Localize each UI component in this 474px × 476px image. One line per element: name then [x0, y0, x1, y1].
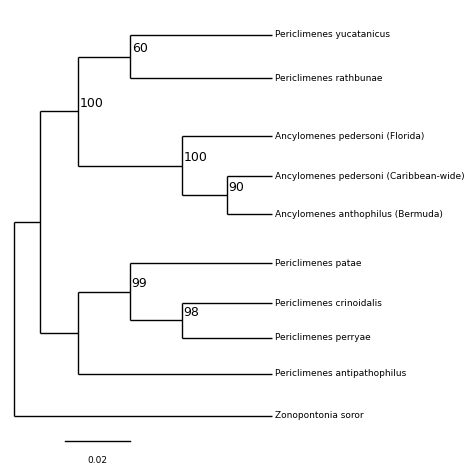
Text: Periclimenes patae: Periclimenes patae	[275, 259, 362, 268]
Text: 60: 60	[132, 42, 147, 55]
Text: 90: 90	[228, 180, 245, 194]
Text: Periclimenes rathbunae: Periclimenes rathbunae	[275, 74, 383, 83]
Text: Periclimenes crinoidalis: Periclimenes crinoidalis	[275, 299, 382, 308]
Text: 99: 99	[132, 277, 147, 290]
Text: Periclimenes yucatanicus: Periclimenes yucatanicus	[275, 30, 390, 40]
Text: 0.02: 0.02	[88, 456, 108, 465]
Text: 100: 100	[183, 151, 207, 164]
Text: Periclimenes perryae: Periclimenes perryae	[275, 333, 371, 342]
Text: 100: 100	[80, 97, 104, 109]
Text: 98: 98	[183, 306, 199, 318]
Text: Zonopontonia soror: Zonopontonia soror	[275, 411, 364, 420]
Text: Periclimenes antipathophilus: Periclimenes antipathophilus	[275, 369, 407, 378]
Text: Ancylomenes anthophilus (Bermuda): Ancylomenes anthophilus (Bermuda)	[275, 210, 443, 219]
Text: Ancylomenes pedersoni (Caribbean-wide): Ancylomenes pedersoni (Caribbean-wide)	[275, 172, 465, 181]
Text: Ancylomenes pedersoni (Florida): Ancylomenes pedersoni (Florida)	[275, 132, 425, 141]
